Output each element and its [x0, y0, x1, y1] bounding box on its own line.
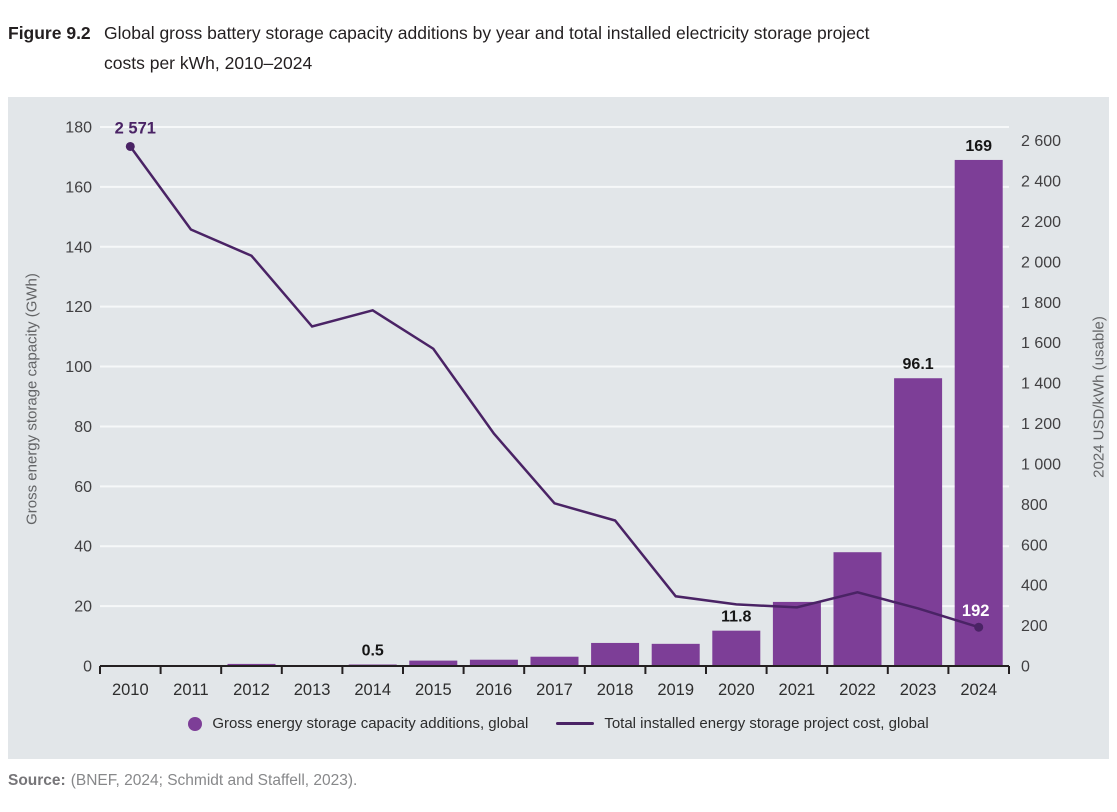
figure-title-text: Global gross battery storage capacity ad… [104, 18, 870, 78]
figure-title-line1: Global gross battery storage capacity ad… [104, 23, 870, 43]
left-axis-tick-label: 80 [74, 419, 92, 436]
right-axis-tick-label: 800 [1021, 497, 1048, 514]
left-axis-tick-label: 60 [74, 479, 92, 496]
bar-2015 [409, 660, 458, 666]
x-tick-label-2021: 2021 [779, 681, 816, 699]
bar-value-label-2024: 169 [965, 138, 992, 155]
bar-2019 [651, 643, 700, 666]
x-tick-label-2010: 2010 [112, 681, 149, 699]
bar-value-label-2020: 11.8 [721, 609, 751, 626]
right-axis-tick-label: 200 [1021, 618, 1048, 635]
right-axis-tick-label: 1 400 [1021, 376, 1061, 393]
x-tick-label-2015: 2015 [415, 681, 452, 699]
left-axis-tick-label: 40 [74, 539, 92, 556]
left-axis-tick-label: 140 [65, 239, 92, 256]
x-tick-label-2020: 2020 [718, 681, 755, 699]
bar-2017 [530, 656, 579, 666]
source-label: Source: [8, 772, 66, 789]
right-axis-tick-label: 600 [1021, 537, 1048, 554]
figure-title-line2: costs per kWh, 2010–2024 [104, 53, 313, 73]
x-tick-label-2019: 2019 [657, 681, 694, 699]
x-tick-label-2018: 2018 [597, 681, 634, 699]
x-tick-label-2017: 2017 [536, 681, 573, 699]
right-axis-tick-label: 1 000 [1021, 456, 1061, 473]
left-axis-tick-label: 120 [65, 299, 92, 316]
right-axis-title: 2024 USD/kWh (usable) [1090, 316, 1108, 478]
line-series-swatch-icon [556, 722, 595, 725]
line-value-label-2024: 192 [962, 602, 990, 620]
x-tick-label-2011: 2011 [173, 681, 208, 699]
source-text: (BNEF, 2024; Schmidt and Staffell, 2023)… [70, 772, 358, 789]
right-axis-tick-label: 2 000 [1021, 254, 1061, 271]
x-tick-label-2023: 2023 [900, 681, 937, 699]
line-value-label-2010: 2 571 [115, 119, 156, 137]
chart-panel: 0 20 40 60 80 100 120 140 160 180 0 200 400 600 800 1 0… [8, 97, 1109, 759]
left-axis-tick-label: 100 [65, 359, 92, 376]
x-tick-label-2016: 2016 [476, 681, 513, 699]
x-tick-label-2013: 2013 [294, 681, 331, 699]
line-marker-2010 [125, 141, 135, 151]
bar-2020 [712, 630, 761, 666]
right-axis-tick-label: 400 [1021, 578, 1048, 595]
source-note: Source: (BNEF, 2024; Schmidt and Staffell… [8, 772, 357, 790]
right-axis-tick-label: 2 200 [1021, 214, 1061, 231]
bar-2012 [227, 663, 276, 666]
left-axis-tick-label: 0 [83, 659, 92, 676]
bar-value-label-2014: 0.5 [362, 643, 384, 660]
bar-2023 [894, 378, 943, 666]
figure-title: Figure 9.2 Global gross battery storage … [8, 18, 870, 78]
legend-label-capacity: Gross energy storage capacity additions,… [212, 715, 529, 732]
right-axis-tick-label: 2 400 [1021, 174, 1061, 191]
legend: Gross energy storage capacity additions,… [8, 715, 1109, 732]
bar-value-label-2023: 96.1 [903, 356, 934, 373]
cost-line [129, 145, 980, 629]
bar-2016 [469, 659, 518, 666]
chart-canvas: 0 20 40 60 80 100 120 140 160 180 0 200 400 600 800 1 0… [65, 119, 1061, 699]
legend-item-capacity: Gross energy storage capacity additions,… [188, 715, 528, 732]
right-axis-tick-label: 2 600 [1021, 133, 1061, 150]
x-tick-label-2022: 2022 [839, 681, 876, 699]
x-tick-label-2024: 2024 [960, 681, 997, 699]
x-tick-label-2012: 2012 [233, 681, 270, 699]
right-axis-tick-label: 0 [1021, 659, 1030, 676]
right-axis-tick-label: 1 200 [1021, 416, 1061, 433]
left-axis-title: Gross energy storage capacity (GWh) [23, 273, 41, 525]
bar-2018 [591, 642, 640, 666]
left-axis-tick-label: 180 [65, 120, 92, 137]
bar-2021 [772, 601, 821, 666]
bar-series-swatch-icon [188, 716, 203, 731]
line-marker-2024 [974, 622, 984, 632]
figure-number: Figure 9.2 [8, 23, 91, 43]
left-axis-tick-label: 20 [74, 599, 92, 616]
right-axis-tick-label: 1 800 [1021, 295, 1061, 312]
legend-label-cost: Total installed energy storage project c… [604, 715, 929, 732]
bar-2024 [954, 159, 1003, 666]
left-axis-tick-label: 160 [65, 179, 92, 196]
right-axis-tick-label: 1 600 [1021, 335, 1061, 352]
legend-item-cost: Total installed energy storage project c… [556, 715, 929, 732]
x-tick-label-2014: 2014 [354, 681, 391, 699]
bar-2022 [833, 552, 882, 666]
